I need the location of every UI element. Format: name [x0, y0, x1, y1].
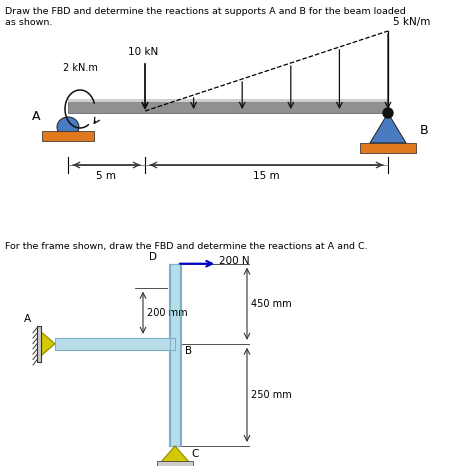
Text: 10 kN: 10 kN — [128, 47, 158, 57]
Bar — [55, 338, 175, 350]
Polygon shape — [41, 332, 55, 356]
Bar — [169, 264, 181, 446]
Bar — [68, 99, 388, 102]
Text: C: C — [191, 449, 198, 459]
Text: 2 kN.m: 2 kN.m — [63, 63, 98, 73]
Text: 5 kN/m: 5 kN/m — [393, 17, 430, 27]
Text: B: B — [185, 346, 192, 356]
Text: Draw the FBD and determine the reactions at supports A and B for the beam loaded: Draw the FBD and determine the reactions… — [5, 7, 406, 16]
Text: as shown.: as shown. — [5, 18, 52, 27]
Bar — [37, 326, 41, 362]
Bar — [360, 143, 416, 153]
Bar — [68, 99, 388, 113]
Text: B: B — [419, 124, 428, 137]
Text: 450 mm: 450 mm — [251, 299, 291, 309]
Text: 200 mm: 200 mm — [147, 308, 188, 318]
Text: 5 m: 5 m — [97, 171, 117, 181]
Text: 200 N: 200 N — [219, 256, 250, 266]
Polygon shape — [161, 446, 189, 462]
Text: A: A — [32, 110, 40, 123]
Text: D: D — [149, 252, 157, 262]
Text: 250 mm: 250 mm — [251, 390, 292, 400]
Ellipse shape — [57, 117, 79, 137]
Text: A: A — [24, 314, 30, 324]
Polygon shape — [370, 113, 406, 143]
Bar — [157, 461, 193, 466]
Text: 15 m: 15 m — [253, 171, 280, 181]
Text: For the frame shown, draw the FBD and determine the reactions at A and C.: For the frame shown, draw the FBD and de… — [5, 242, 368, 251]
Bar — [42, 131, 94, 141]
Circle shape — [383, 108, 393, 118]
